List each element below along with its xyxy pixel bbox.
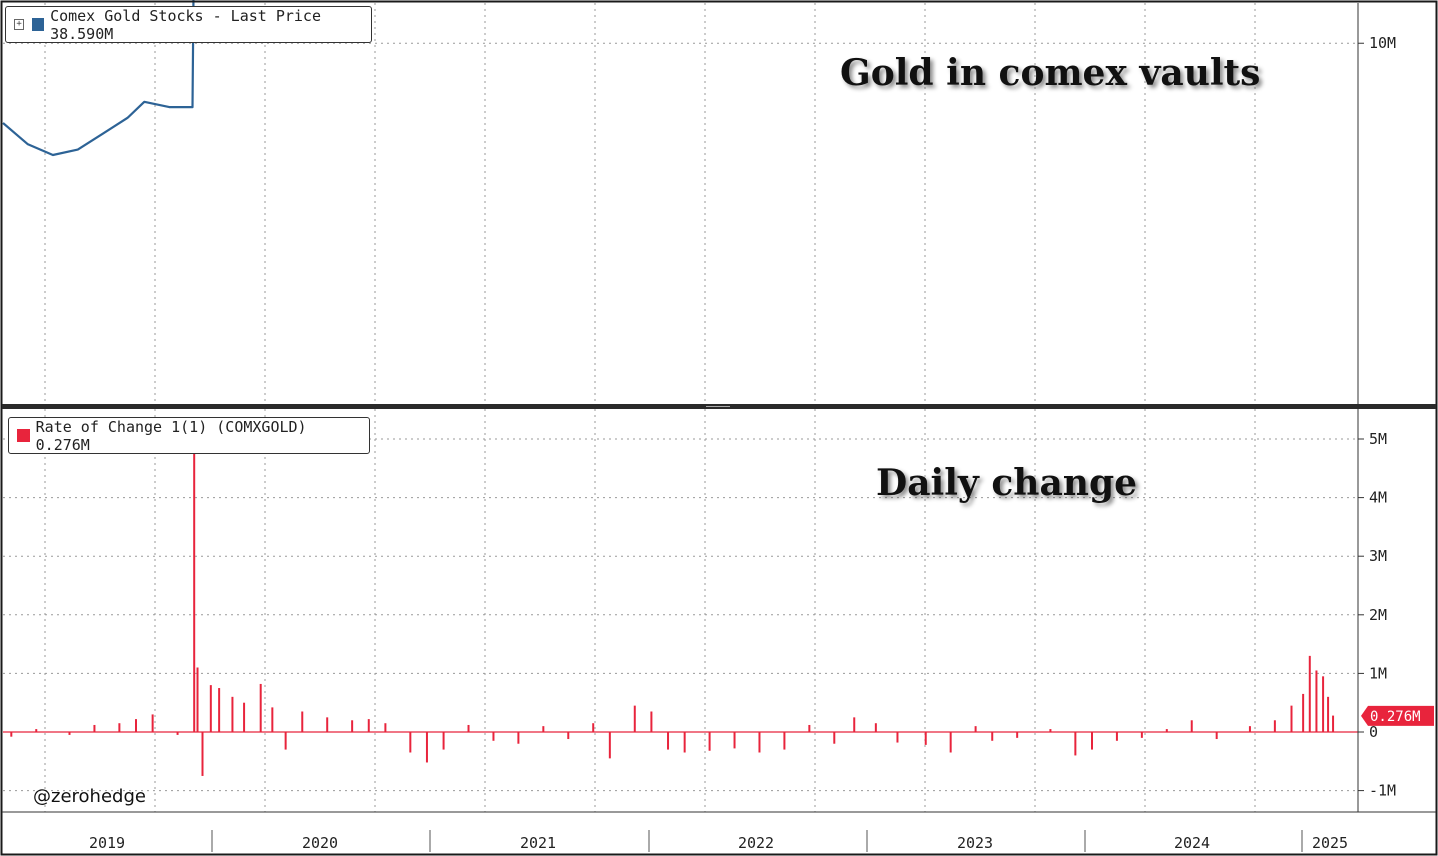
bottom-legend[interactable]: Rate of Change 1(1) (COMXGOLD) 0.276M <box>8 417 370 454</box>
ytick-label-bottom: 0 <box>1369 723 1378 741</box>
top-legend-label: Comex Gold Stocks - Last Price 38.590M <box>50 6 321 43</box>
top-series-swatch <box>32 18 45 31</box>
bottom-annotation: Daily change <box>876 462 1138 504</box>
x-tick-label: 2025 <box>1312 834 1348 852</box>
last-price-badge-bottom <box>1361 705 1434 726</box>
ytick-label-bottom: 2M <box>1369 606 1387 624</box>
bottom-legend-label: Rate of Change 1(1) (COMXGOLD) 0.276M <box>35 417 307 454</box>
expand-icon[interactable]: + <box>14 19 25 30</box>
bottom-panel <box>3 450 1358 776</box>
top-legend[interactable]: + Comex Gold Stocks - Last Price 38.590M <box>5 6 372 43</box>
x-tick-label: 2019 <box>89 834 125 852</box>
ytick-label-bottom: 4M <box>1369 489 1387 507</box>
ytick-label-bottom: 1M <box>1369 664 1387 682</box>
ytick-label-bottom: 3M <box>1369 547 1387 565</box>
watermark: @zerohedge <box>33 786 146 807</box>
ytick-label-bottom: 5M <box>1369 430 1387 448</box>
ytick-label-top: 10M <box>1369 34 1396 52</box>
x-tick-label: 2023 <box>957 834 993 852</box>
top-annotation: Gold in comex vaults <box>840 52 1261 94</box>
x-tick-label: 2021 <box>520 834 556 852</box>
ytick-label-bottom: -1M <box>1369 782 1396 800</box>
x-tick-label: 2022 <box>738 834 774 852</box>
bottom-series-swatch <box>17 429 30 442</box>
x-tick-label: 2020 <box>302 834 338 852</box>
last-price-badge-bottom-label: 0.276M <box>1370 709 1421 725</box>
x-tick-label: 2024 <box>1174 834 1210 852</box>
